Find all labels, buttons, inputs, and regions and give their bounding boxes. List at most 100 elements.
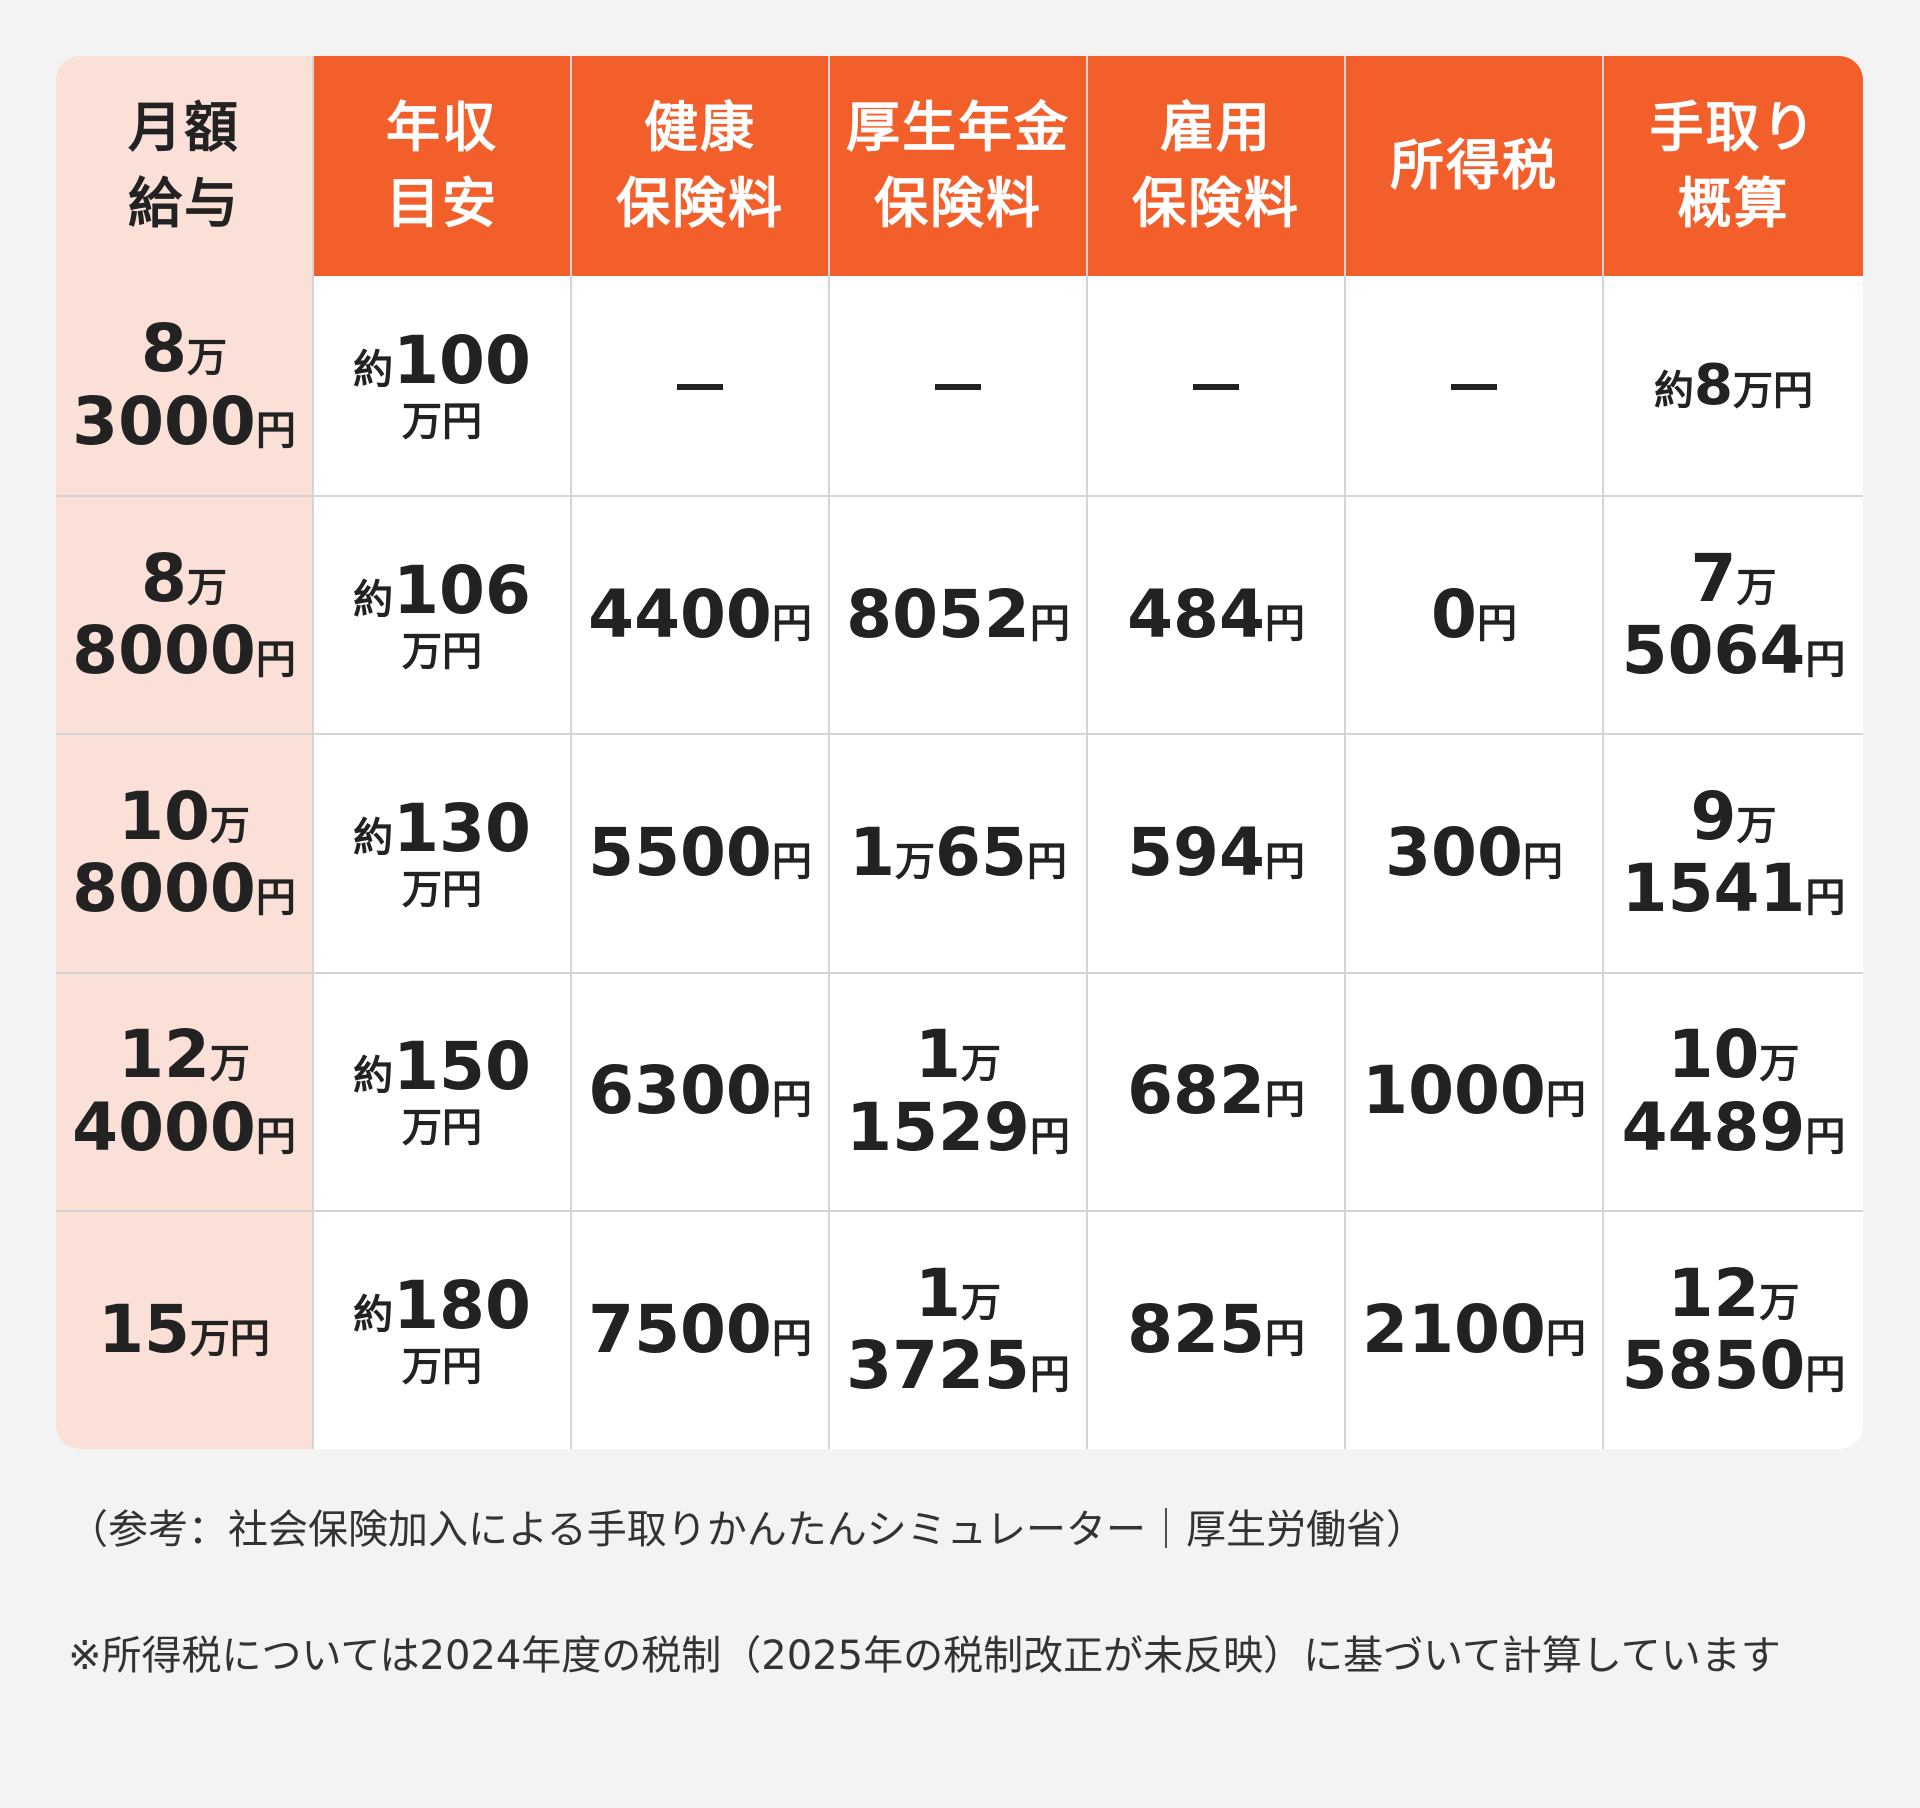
amount-line: 8000円 [56, 853, 312, 926]
amount-unit: 円 [1029, 600, 1070, 647]
amount-unit: 円 [255, 875, 296, 922]
amount-number: 4000 [72, 1088, 256, 1166]
corner-header-monthly-salary: 月額 給与 [56, 56, 314, 276]
amount-unit: 円 [1805, 1352, 1846, 1399]
table-row: 15万円 約180 万円 7500円 1万 3725円 825円 2100円 12万 5850円 [56, 1209, 1863, 1449]
amount-line: 8052円 [830, 575, 1086, 653]
amount-unit: 円 [1805, 1113, 1846, 1160]
income-tax-cell: 2100円 [1344, 1209, 1604, 1449]
pension-insurance-cell [828, 276, 1088, 498]
row-header-monthly-salary: 8万 3000円 [56, 276, 314, 498]
amount-line: 1万 [830, 1018, 1086, 1092]
approx-prefix: 約 [353, 576, 394, 623]
amount-number: 180 [393, 1267, 531, 1345]
amount-unit: 万 [1736, 564, 1777, 611]
amount-number: 8000 [72, 612, 256, 690]
amount-line: 5064円 [1604, 612, 1863, 690]
approx-prefix: 約 [353, 347, 394, 394]
dash-mark [935, 383, 981, 390]
amount-number: 2100 [1362, 1291, 1546, 1369]
amount-number: 65 [935, 814, 1027, 892]
column-header-line: 雇用 [1160, 96, 1272, 159]
approx-prefix: 約 [353, 815, 394, 862]
amount-line: 1万65円 [830, 814, 1086, 892]
pension-insurance-cell: 8052円 [828, 495, 1088, 736]
corner-header-line: 月額 [128, 96, 240, 159]
amount-unit: 円 [1805, 637, 1846, 684]
amount-unit: 円 [771, 1316, 812, 1363]
amount-unit: 万 [186, 335, 227, 381]
amount-line: 1529円 [830, 1091, 1086, 1165]
amount-line: 7500円 [572, 1293, 828, 1367]
pension-insurance-cell: 1万 3725円 [828, 1209, 1088, 1449]
dash-mark [1451, 383, 1497, 390]
employment-insurance-cell [1086, 276, 1346, 498]
amount-unit: 万 [960, 1041, 1001, 1088]
employment-insurance-cell: 484円 [1086, 495, 1346, 736]
income-tax-cell: 0円 [1344, 495, 1604, 736]
row-header-monthly-salary: 10万 8000円 [56, 733, 314, 974]
amount-line: 10万 [1604, 1018, 1863, 1092]
amount-number: 100 [393, 322, 531, 400]
amount-line: 12万 [1604, 1257, 1863, 1331]
amount-line: 5500円 [572, 816, 828, 890]
take-home-cell: 7万 5064円 [1602, 495, 1863, 736]
amount-unit: 万 [960, 1279, 1001, 1326]
amount-number: 8052 [846, 575, 1030, 653]
amount-number: 106 [393, 551, 531, 629]
amount-number: 6300 [588, 1052, 772, 1130]
amount-number: 5064 [1621, 612, 1806, 690]
amount-line: 1万 [830, 1254, 1086, 1332]
amount-unit-line: 万円 [402, 1343, 482, 1390]
table-row: 10万 8000円 約130 万円 5500円 1万65円 594円 300円 9万 1541円 [56, 733, 1863, 974]
amount-number: 484 [1127, 575, 1265, 653]
amount-line: 1541円 [1604, 853, 1863, 926]
amount-number: 130 [393, 790, 531, 868]
amount-line: 7万 [1604, 542, 1863, 616]
amount-line: 484円 [1088, 575, 1344, 653]
column-header-line: 保険料 [874, 172, 1042, 235]
amount-unit: 円 [1545, 1077, 1586, 1124]
amount-unit: 円 [1029, 1113, 1070, 1160]
amount-number: 8 [141, 539, 187, 617]
table-row: 8万 8000円 約106 万円 4400円 8052円 484円 0円 7万 5064円 [56, 495, 1863, 736]
amount-number: 682 [1127, 1052, 1265, 1130]
annual-income-cell: 約180 万円 [312, 1209, 572, 1449]
column-header-line: 年収 [386, 96, 498, 159]
amount-unit: 円 [1805, 875, 1846, 922]
amount-line: 5850円 [1604, 1330, 1863, 1403]
amount-line: 3725円 [830, 1330, 1086, 1403]
health-insurance-cell: 5500円 [570, 733, 830, 974]
take-home-cell: 約8万円 [1602, 276, 1863, 498]
amount-number: 1541 [1621, 850, 1806, 928]
amount-line: 594円 [1088, 816, 1344, 890]
notes: （参考：社会保険加入による手取りかんたんシミュレーター｜厚生労働省） ※所得税に… [68, 1500, 1858, 1686]
table-row: 12万 4000円 約150 万円 6300円 1万 1529円 682円 1000円 10万 44… [56, 971, 1863, 1212]
income-tax-note: ※所得税については2024年度の税制（2025年の税制改正が未反映）に基づいて計… [68, 1633, 1781, 1679]
amount-line: 12万 [56, 1016, 312, 1094]
amount-line: 2100円 [1346, 1291, 1602, 1369]
amount-number: 1 [915, 1254, 961, 1332]
column-header-line: 目安 [386, 172, 498, 235]
salary-table: 月額 給与 年収 目安 健康 保険料 厚生年金 保険料 雇用 保険料 [56, 56, 1863, 1449]
amount-line: 約150 [314, 1031, 570, 1104]
amount-unit: 円 [255, 407, 296, 454]
amount-line: 4489円 [1604, 1091, 1863, 1165]
amount-unit: 万円 [189, 1316, 270, 1363]
amount-number: 300 [1385, 814, 1523, 892]
amount-line: 9万 [1604, 780, 1863, 854]
amount-line: 15万円 [56, 1293, 312, 1367]
column-header-employment-insurance: 雇用 保険料 [1086, 56, 1346, 276]
annual-income-cell: 約130 万円 [312, 733, 572, 974]
corner-header-line: 給与 [128, 172, 240, 235]
dash-mark [677, 383, 723, 390]
row-header-monthly-salary: 15万円 [56, 1209, 314, 1449]
column-header-line: 概算 [1677, 172, 1790, 235]
amount-unit: 万 [186, 564, 227, 611]
amount-line: 8000円 [56, 612, 312, 690]
income-tax-cell: 300円 [1344, 733, 1604, 974]
column-header-annual-income: 年収 目安 [312, 56, 572, 276]
amount-line: 約130 [314, 790, 570, 868]
amount-number: 12 [118, 1016, 210, 1094]
column-header-line: 健康 [644, 96, 756, 159]
